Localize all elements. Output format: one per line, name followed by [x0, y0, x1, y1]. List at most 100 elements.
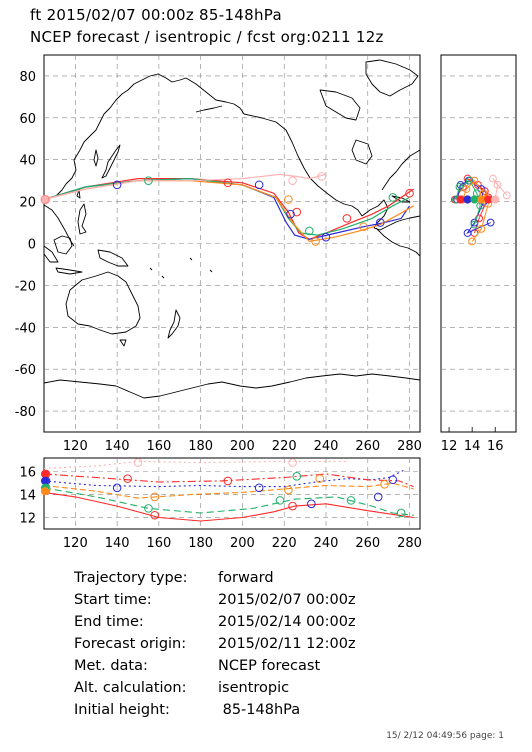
coast-australia — [65, 271, 141, 335]
info-row: Forecast origin: 2015/02/11 12:00z — [74, 636, 356, 652]
height-x-tick: 220 — [272, 536, 297, 551]
info-value: 2015/02/14 00:00z — [218, 614, 356, 630]
side-marker — [493, 180, 502, 189]
info-value: 2015/02/07 00:00z — [218, 592, 356, 608]
height-x-tick: 140 — [105, 536, 130, 551]
height-grid — [44, 458, 420, 529]
height-panel: 120 140 160 180 200 220 240 260 280 16 14 12 — [19, 457, 422, 551]
coast-borneo — [53, 235, 73, 255]
height-marker — [254, 483, 264, 493]
map-marker — [292, 207, 302, 217]
height-marker — [133, 458, 143, 467]
map-trajectory-line — [43, 173, 327, 201]
info-row: Met. data: NCEP forecast — [74, 658, 320, 674]
coast-sumatra — [43, 245, 59, 263]
height-trajectory-line — [43, 473, 414, 488]
height-marker — [315, 474, 325, 483]
side-marker — [470, 220, 479, 229]
height-marker — [123, 474, 132, 483]
height-marker — [288, 501, 297, 511]
info-label: Met. data: — [74, 658, 148, 674]
info-value: 2015/02/11 12:00z — [218, 636, 356, 652]
info-label: Forecast origin: — [74, 636, 187, 652]
map-y-tick: -40 — [15, 321, 36, 336]
map-marker — [223, 178, 233, 188]
height-x-ticklabels: 120 140 160 180 200 220 240 260 280 — [63, 536, 422, 551]
map-x-tick: 140 — [105, 439, 130, 454]
side-marker — [463, 229, 472, 237]
map-x-tick: 160 — [146, 439, 171, 454]
coast-cuba — [391, 195, 411, 203]
map-trajectories — [40, 172, 415, 246]
coast-newguinea — [97, 249, 129, 267]
height-x-tick: 180 — [188, 536, 213, 551]
side-x-ticklabels: 12 14 16 — [441, 439, 504, 454]
info-label: End time: — [74, 614, 144, 630]
map-marker — [321, 232, 331, 242]
map-x-tick: 180 — [188, 439, 213, 454]
map-source-marker — [40, 195, 50, 205]
coast-alaska — [185, 77, 245, 115]
map-y-tick: 40 — [19, 154, 36, 169]
coast-asia — [43, 73, 187, 201]
map-x-ticklabels: 120 140 160 180 200 220 240 260 280 — [63, 439, 422, 454]
info-label: Trajectory type: — [74, 570, 188, 586]
height-marker — [223, 476, 233, 486]
side-x-tick: 14 — [464, 439, 481, 454]
map-x-tick: 200 — [230, 439, 255, 454]
map-x-tick: 120 — [63, 439, 88, 454]
height-source-dot — [40, 487, 50, 496]
height-marker — [388, 475, 398, 485]
map-marker — [359, 222, 368, 232]
map-marker — [112, 180, 122, 190]
height-marker — [292, 472, 302, 481]
side-x-tick: 16 — [487, 439, 504, 454]
info-value: NCEP forecast — [218, 658, 321, 674]
info-row: Initial height: 85-148hPa — [74, 702, 300, 718]
side-trajectory-line — [462, 179, 489, 242]
info-row: Alt. calculation: isentropic — [74, 680, 289, 696]
side-x-tick: 12 — [441, 439, 458, 454]
height-y-tick: 16 — [19, 466, 36, 481]
height-y-tick: 14 — [19, 489, 36, 504]
info-value: 85-148hPa — [218, 702, 301, 718]
map-marker — [144, 176, 153, 185]
side-source-dot — [463, 195, 472, 204]
height-y-tick: 12 — [19, 512, 36, 527]
side-marker — [477, 224, 486, 233]
height-x-tick: 160 — [146, 536, 171, 551]
info-value: forward — [218, 570, 274, 586]
map-trajectory-line — [43, 178, 415, 240]
map-frame — [43, 54, 421, 433]
side-marker — [470, 218, 479, 227]
side-marker — [465, 176, 474, 185]
side-source-dot — [491, 195, 500, 204]
height-source-dot — [40, 476, 50, 486]
info-value: isentropic — [218, 680, 290, 696]
coast-arctic — [319, 89, 361, 121]
height-marker — [307, 499, 316, 509]
side-marker — [475, 214, 483, 223]
map-y-tick: 80 — [19, 70, 36, 85]
coast-tasmania — [119, 339, 127, 347]
coast-asia-south — [43, 204, 75, 247]
coast-greenland — [365, 59, 419, 97]
height-marker — [346, 496, 356, 505]
info-label: Start time: — [74, 592, 152, 608]
side-marker — [462, 185, 471, 193]
height-y-ticklabels: 16 14 12 — [19, 466, 36, 527]
info-label: Initial height: — [74, 702, 170, 718]
height-x-tick: 200 — [230, 536, 255, 551]
side-source-dot — [484, 195, 493, 204]
map-y-ticklabels: 80 60 40 20 0 -20 -40 -60 -80 — [15, 70, 36, 420]
map-y-tick: 0 — [28, 238, 36, 253]
map-marker — [284, 195, 293, 204]
side-source-dot — [477, 195, 486, 204]
coast-japan — [101, 144, 121, 179]
map-marker — [405, 188, 414, 198]
side-marker — [470, 176, 479, 185]
map-panel: 120 140 160 180 200 220 240 260 280 806040200-20… — [15, 54, 422, 454]
height-marker — [284, 485, 293, 495]
map-x-tick: 260 — [355, 439, 380, 454]
